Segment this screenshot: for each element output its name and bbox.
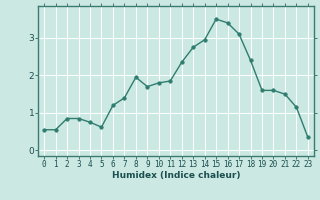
X-axis label: Humidex (Indice chaleur): Humidex (Indice chaleur): [112, 171, 240, 180]
